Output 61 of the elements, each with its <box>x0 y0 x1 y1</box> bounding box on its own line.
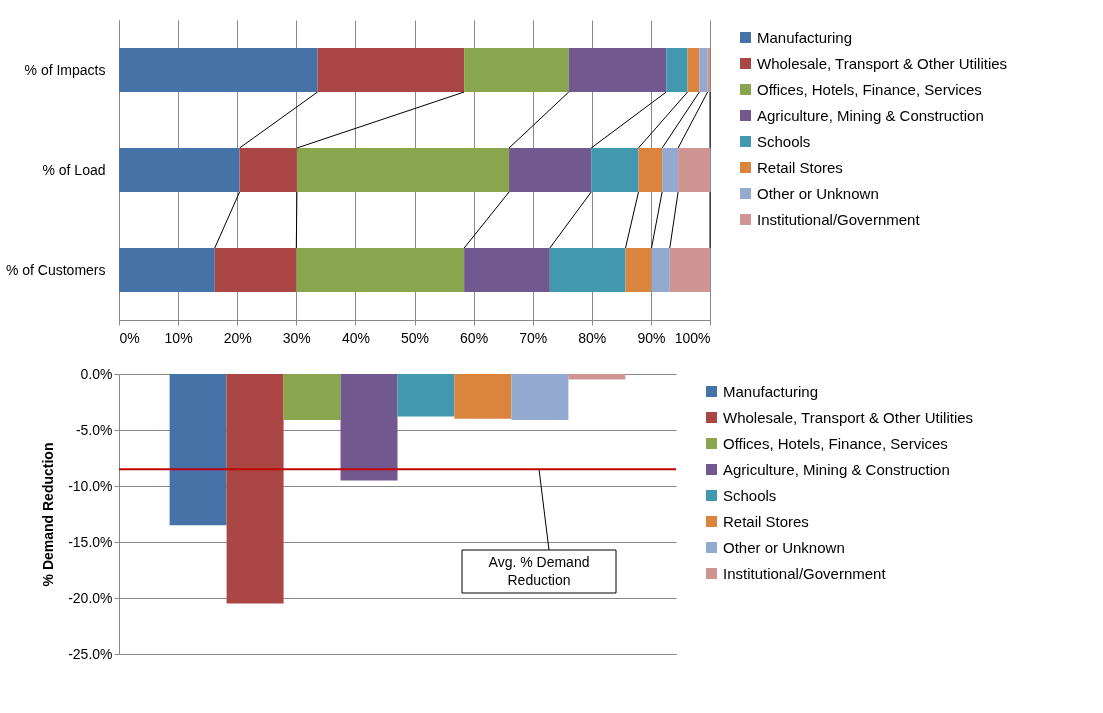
bar <box>239 148 297 192</box>
legend-label: Institutional/Government <box>757 210 921 228</box>
bar <box>296 248 465 292</box>
legend-label: Wholesale, Transport & Other Utilities <box>723 408 974 426</box>
bar <box>687 48 700 92</box>
y-tick-label: -10.0% <box>68 477 113 494</box>
y-tick-label: % of Load <box>42 161 106 178</box>
bar <box>568 48 667 92</box>
legend-label: Wholesale, Transport & Other Utilities <box>757 54 1008 72</box>
x-tick-label: 30% <box>282 329 311 346</box>
y-axis-title: % Demand Reduction <box>40 442 57 587</box>
bar <box>296 148 510 192</box>
x-tick-label: 40% <box>341 329 370 346</box>
x-tick-label: 70% <box>519 329 548 346</box>
legend-label: Retail Stores <box>757 158 843 176</box>
bar <box>678 148 710 192</box>
annotation: Avg. % Demand Reduction <box>488 554 590 588</box>
legend-label: Institutional/Government <box>723 564 887 582</box>
legend-label: Manufacturing <box>723 382 819 400</box>
x-tick-label: 50% <box>400 329 430 346</box>
legend-label: Agriculture, Mining & Construction <box>757 106 984 124</box>
legend-label: Offices, Hotels, Finance, Services <box>723 434 948 452</box>
legend-label: Offices, Hotels, Finance, Services <box>757 80 982 98</box>
x-tick-label: 60% <box>460 329 489 346</box>
legend-label: Other or Unknown <box>757 184 879 202</box>
x-tick-label: 100% <box>674 329 711 346</box>
bar <box>662 148 679 192</box>
bar <box>638 148 663 192</box>
legend-label: Retail Stores <box>723 512 809 530</box>
x-tick-label: 80% <box>578 329 607 346</box>
bar <box>119 248 215 292</box>
legend-label: Schools <box>723 486 777 504</box>
bar <box>464 248 550 292</box>
legend-label: Other or Unknown <box>723 538 845 556</box>
bar <box>317 48 465 92</box>
x-tick-label: 90% <box>637 329 666 346</box>
bar <box>666 48 688 92</box>
bar <box>549 248 626 292</box>
y-tick-label: 0.0% <box>80 365 113 382</box>
bar <box>509 148 592 192</box>
legend-label: Schools <box>757 132 811 150</box>
bar <box>699 48 708 92</box>
y-tick-label: % of Customers <box>5 261 106 278</box>
bar <box>651 248 670 292</box>
x-tick-label: 0% <box>119 329 140 346</box>
bar <box>625 248 652 292</box>
bar <box>591 148 639 192</box>
y-tick-label: -20.0% <box>68 589 113 606</box>
x-tick-label: 20% <box>223 329 252 346</box>
x-tick-label: 10% <box>164 329 193 346</box>
bar <box>119 148 240 192</box>
bar <box>669 248 710 292</box>
bar <box>464 48 569 92</box>
y-tick-label: -5.0% <box>75 421 113 438</box>
y-tick-label: % of Impacts <box>24 61 106 78</box>
bar <box>119 48 318 92</box>
bar <box>214 248 297 292</box>
y-tick-label: -15.0% <box>68 533 113 550</box>
y-tick-label: -25.0% <box>68 645 113 662</box>
legend-label: Agriculture, Mining & Construction <box>723 460 950 478</box>
legend-label: Manufacturing <box>757 28 853 46</box>
